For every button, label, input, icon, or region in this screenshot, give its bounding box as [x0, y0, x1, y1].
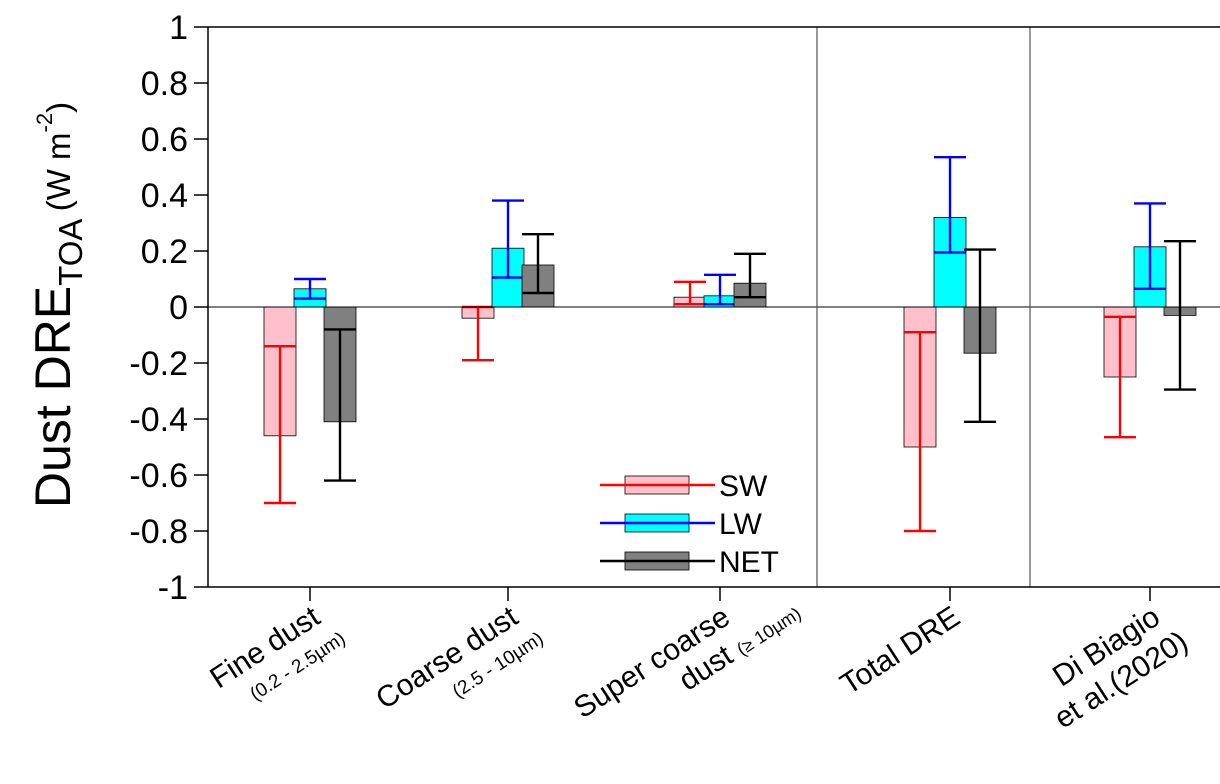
y-tick-label: -1	[158, 569, 188, 607]
x-axis-categories: Fine dust(0.2 - 2.5µm) Coarse dust(2.5 - …	[204, 600, 1194, 735]
legend-label-sw: SW	[719, 470, 768, 503]
y-tick-label: -0.2	[129, 345, 188, 383]
y-tick-label: -0.4	[129, 401, 188, 439]
category-label-group: Total DRE	[835, 600, 966, 701]
category-label-group: Fine dust(0.2 - 2.5µm)	[204, 600, 349, 706]
y-tick-label: -0.8	[129, 513, 188, 551]
category-label: Total DRE	[835, 600, 966, 701]
y-tick-label: 1	[169, 9, 188, 47]
y-tick-label: -0.6	[129, 457, 188, 495]
category-label-group: Coarse dust(2.5 - 10µm)	[370, 600, 547, 716]
legend: SW LW NET	[600, 470, 779, 579]
plot-area	[208, 27, 1220, 587]
y-tick-label: 0	[169, 289, 188, 327]
legend-label-net: NET	[719, 546, 779, 579]
y-axis-label: Dust DRETOA (W m-2)	[25, 102, 89, 508]
y-tick-label: 0.2	[141, 233, 188, 271]
y-tick-label: 0.4	[141, 177, 188, 215]
y-tick-label: 0.6	[141, 121, 188, 159]
y-tick-label: 0.8	[141, 65, 188, 103]
legend-label-lw: LW	[719, 508, 762, 541]
y-axis: 1 0.8 0.6 0.4 0.2 0 -0.2 -0.4 -0.6 -0.8 -1	[129, 9, 1220, 607]
